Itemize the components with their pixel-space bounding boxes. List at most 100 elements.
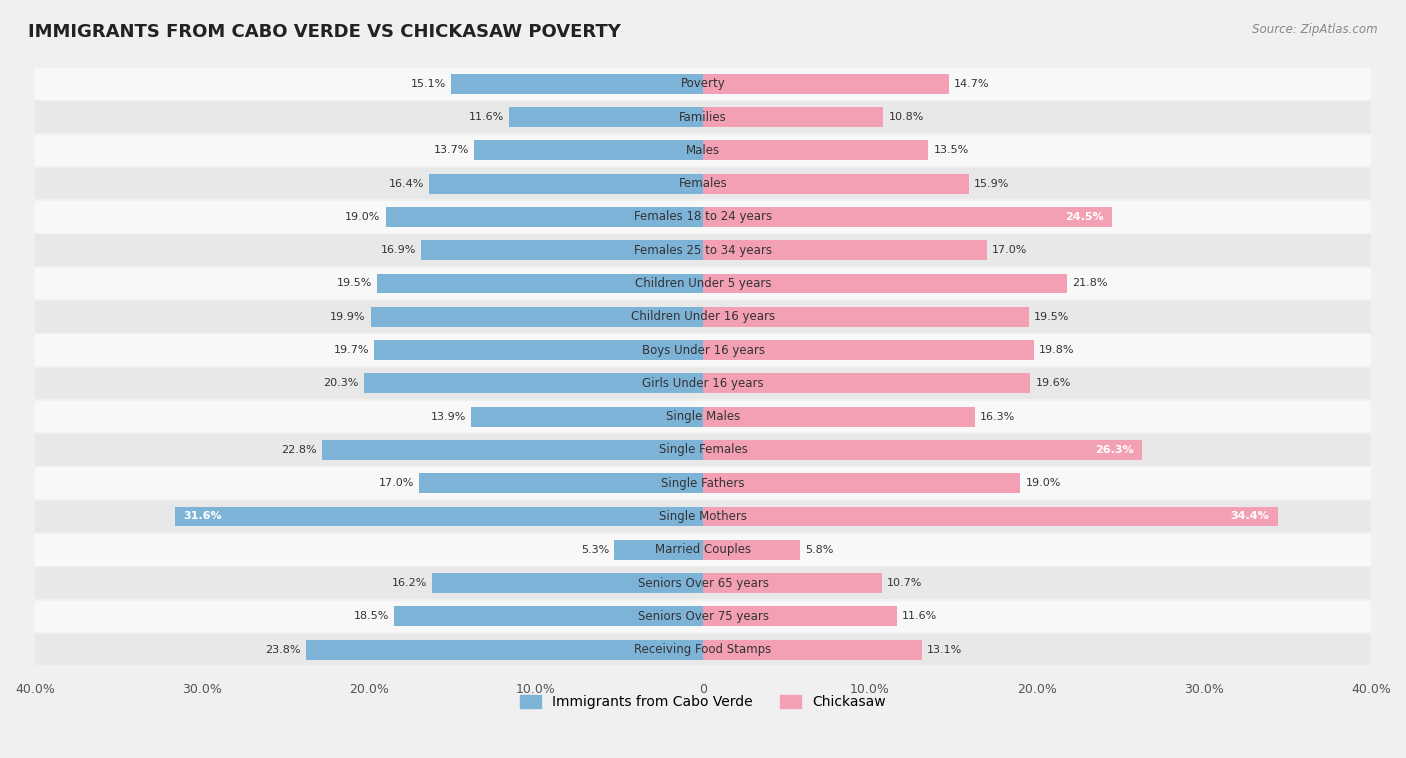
Bar [703,174,969,193]
Bar [374,340,703,360]
Bar [35,168,1371,199]
Bar [35,334,1371,366]
Text: 10.7%: 10.7% [887,578,922,588]
Text: 18.5%: 18.5% [354,612,389,622]
Bar [703,140,928,161]
Bar [419,473,703,493]
Bar [420,240,703,260]
Text: Poverty: Poverty [681,77,725,90]
Legend: Immigrants from Cabo Verde, Chickasaw: Immigrants from Cabo Verde, Chickasaw [515,690,891,715]
Text: Seniors Over 75 years: Seniors Over 75 years [637,610,769,623]
Bar [474,140,703,161]
Bar [394,606,703,626]
Text: Females 25 to 34 years: Females 25 to 34 years [634,244,772,257]
Bar [703,307,1029,327]
Bar [377,274,703,293]
Bar [35,567,1371,599]
Bar [35,134,1371,166]
Text: 16.4%: 16.4% [388,179,425,189]
Bar [35,68,1371,99]
Text: 16.9%: 16.9% [381,245,416,255]
Text: Boys Under 16 years: Boys Under 16 years [641,343,765,356]
Text: 11.6%: 11.6% [470,112,505,122]
Text: 26.3%: 26.3% [1095,445,1133,455]
Text: Seniors Over 65 years: Seniors Over 65 years [637,577,769,590]
Text: 15.1%: 15.1% [411,79,446,89]
Text: Single Mothers: Single Mothers [659,510,747,523]
Bar [35,201,1371,233]
Text: Females: Females [679,177,727,190]
Text: 5.3%: 5.3% [581,545,609,555]
Text: Receiving Food Stamps: Receiving Food Stamps [634,643,772,656]
Text: 10.8%: 10.8% [889,112,924,122]
Text: IMMIGRANTS FROM CABO VERDE VS CHICKASAW POVERTY: IMMIGRANTS FROM CABO VERDE VS CHICKASAW … [28,23,621,41]
Bar [703,207,1112,227]
Text: 13.5%: 13.5% [934,146,969,155]
Bar [703,573,882,593]
Bar [433,573,703,593]
Bar [703,107,883,127]
Text: 13.9%: 13.9% [430,412,465,421]
Bar [703,540,800,559]
Text: 34.4%: 34.4% [1230,512,1270,522]
Text: 23.8%: 23.8% [264,644,301,655]
Bar [322,440,703,460]
Text: Males: Males [686,144,720,157]
Text: 19.6%: 19.6% [1035,378,1071,388]
Text: 13.7%: 13.7% [434,146,470,155]
Bar [703,274,1067,293]
Text: 16.3%: 16.3% [980,412,1015,421]
Bar [35,268,1371,299]
Text: 19.7%: 19.7% [333,345,368,355]
Bar [385,207,703,227]
Bar [703,506,1278,527]
Text: 16.2%: 16.2% [392,578,427,588]
Text: Children Under 5 years: Children Under 5 years [634,277,772,290]
Text: 20.3%: 20.3% [323,378,359,388]
Bar [451,74,703,94]
Bar [35,600,1371,632]
Bar [35,434,1371,465]
Bar [35,102,1371,133]
Bar [35,634,1371,666]
Bar [509,107,703,127]
Text: 19.0%: 19.0% [1025,478,1060,488]
Text: 17.0%: 17.0% [378,478,413,488]
Text: 22.8%: 22.8% [281,445,318,455]
Text: Single Males: Single Males [666,410,740,423]
Bar [703,406,976,427]
Bar [429,174,703,193]
Bar [703,74,949,94]
Text: Married Couples: Married Couples [655,543,751,556]
Text: 19.5%: 19.5% [337,278,373,289]
Bar [305,640,703,659]
Text: 17.0%: 17.0% [993,245,1028,255]
Text: 19.5%: 19.5% [1033,312,1069,322]
Text: 13.1%: 13.1% [927,644,962,655]
Bar [364,374,703,393]
Bar [35,368,1371,399]
Text: 19.0%: 19.0% [346,212,381,222]
Text: 31.6%: 31.6% [184,512,222,522]
Bar [703,606,897,626]
Bar [176,506,703,527]
Bar [35,401,1371,433]
Bar [703,440,1142,460]
Text: Females 18 to 24 years: Females 18 to 24 years [634,211,772,224]
Text: 5.8%: 5.8% [804,545,834,555]
Text: 11.6%: 11.6% [901,612,936,622]
Bar [703,240,987,260]
Bar [35,301,1371,333]
Bar [35,534,1371,565]
Text: Single Fathers: Single Fathers [661,477,745,490]
Bar [35,468,1371,499]
Text: 19.9%: 19.9% [330,312,366,322]
Text: Source: ZipAtlas.com: Source: ZipAtlas.com [1253,23,1378,36]
Bar [614,540,703,559]
Bar [703,374,1031,393]
Text: 24.5%: 24.5% [1066,212,1104,222]
Text: Single Females: Single Females [658,443,748,456]
Bar [703,640,922,659]
Bar [703,473,1021,493]
Bar [371,307,703,327]
